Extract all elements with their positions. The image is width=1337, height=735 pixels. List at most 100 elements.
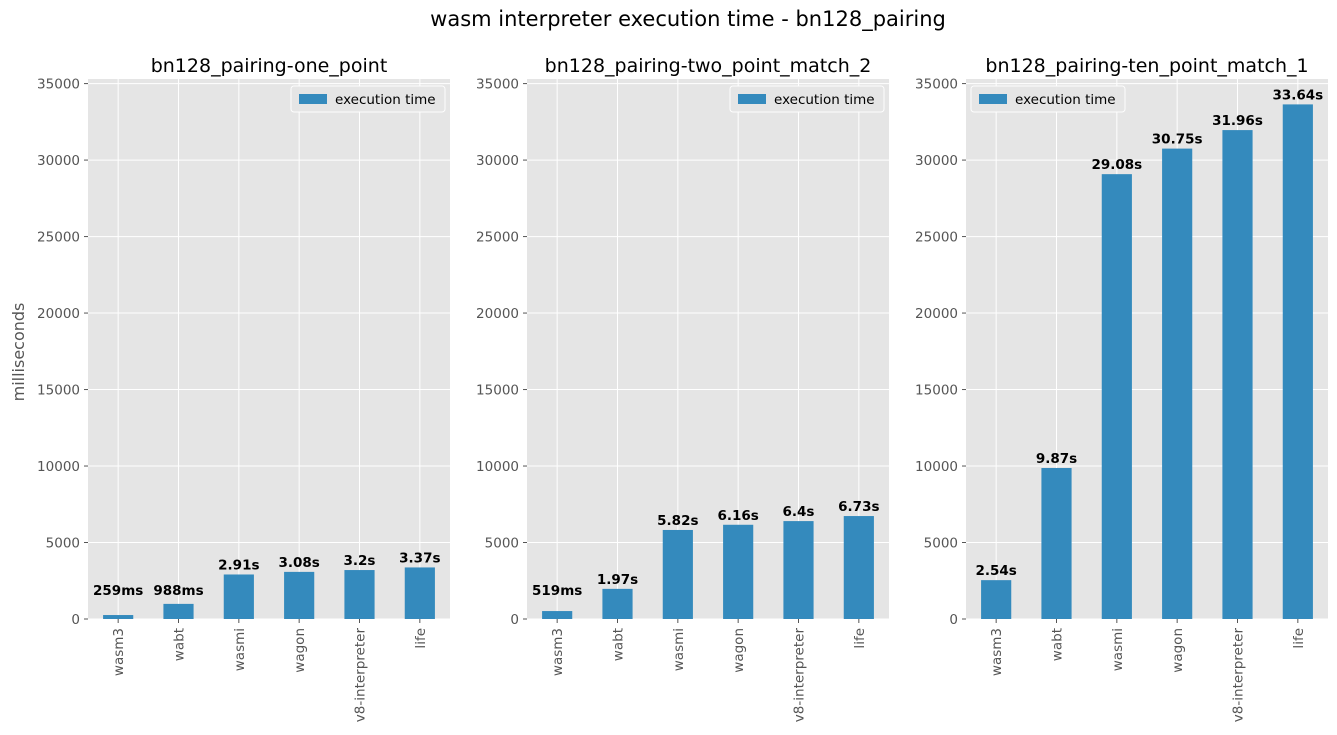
y-tick-label: 10000	[476, 459, 519, 475]
figure-title: wasm interpreter execution time - bn128_…	[430, 7, 946, 32]
y-tick-label: 20000	[476, 306, 519, 322]
bar-value-label: 1.97s	[597, 572, 638, 588]
y-tick-label: 35000	[476, 77, 519, 93]
x-tick-label: wasmi	[1110, 628, 1126, 671]
y-tick-label: 5000	[924, 536, 958, 552]
y-tick-label: 35000	[37, 77, 80, 93]
bar-wasm3	[981, 580, 1012, 619]
plot-area	[527, 79, 889, 619]
legend-label: execution time	[774, 92, 875, 108]
bar-wabt	[1041, 468, 1072, 619]
y-tick-label: 10000	[915, 459, 958, 475]
bar-wagon	[1162, 148, 1193, 619]
legend-swatch	[979, 94, 1007, 104]
y-tick-label: 25000	[37, 230, 80, 246]
legend-swatch	[299, 94, 327, 104]
bar-value-label: 988ms	[153, 583, 203, 599]
x-tick-label: life	[1291, 628, 1307, 649]
x-tick-label: wagon	[292, 628, 308, 673]
bar-wagon	[284, 571, 315, 619]
bar-wasmi	[662, 529, 693, 619]
legend-box	[290, 85, 446, 113]
bar-value-label: 2.54s	[975, 563, 1016, 579]
bar-value-label: 2.91s	[218, 557, 259, 573]
chart-title: bn128_pairing-two_point_match_2	[545, 55, 872, 77]
bar-wagon	[723, 524, 754, 619]
y-tick-label: 20000	[37, 306, 80, 322]
x-tick-label: wabt	[1050, 628, 1066, 661]
chart-panel-2: 0 5000 10000 15000 20000 25000 30000 35000 519ms…	[476, 55, 889, 722]
chart-title: bn128_pairing-ten_point_match_1	[985, 55, 1308, 77]
legend-label: execution time	[1015, 92, 1116, 108]
bar-value-label: 5.82s	[657, 513, 698, 529]
legend: execution time	[290, 85, 446, 113]
bar-value-label: 3.37s	[399, 550, 440, 566]
legend-label: execution time	[335, 92, 436, 108]
y-tick-label: 30000	[915, 153, 958, 169]
bar-v8-interpreter	[1222, 130, 1253, 619]
x-tick-label: wabt	[611, 628, 627, 661]
bar-value-label: 519ms	[532, 583, 582, 599]
x-tick-label: v8-interpreter	[353, 628, 369, 723]
bar-v8-interpreter	[783, 521, 814, 619]
y-tick-label: 30000	[476, 153, 519, 169]
bar-wasm3	[542, 611, 573, 619]
y-tick-label: 35000	[915, 77, 958, 93]
y-tick-label: 30000	[37, 153, 80, 169]
y-tick-label: 20000	[915, 306, 958, 322]
bar-wasmi	[1101, 174, 1132, 619]
bar-life	[843, 516, 874, 619]
y-tick-label: 0	[949, 612, 958, 628]
x-tick-label: life	[852, 628, 868, 649]
chart-panels: 0 5000 10000 15000 20000 25000 30000 35000 259ms…	[37, 55, 1328, 722]
bar-v8-interpreter	[344, 570, 375, 619]
legend: execution time	[729, 85, 885, 113]
bar-value-label: 3.08s	[278, 555, 319, 571]
y-tick-label: 5000	[485, 536, 519, 552]
plot-area	[966, 79, 1328, 619]
y-tick-label: 15000	[476, 383, 519, 399]
bar-wasmi	[223, 574, 254, 619]
y-tick-label: 25000	[915, 230, 958, 246]
x-tick-label: wagon	[731, 628, 747, 673]
legend-box	[729, 85, 885, 113]
x-tick-label: v8-interpreter	[1231, 628, 1247, 723]
y-axis-label: milliseconds	[9, 303, 28, 402]
x-tick-label: life	[413, 628, 429, 649]
bar-life	[1282, 104, 1313, 619]
bar-life	[404, 567, 435, 619]
x-tick-label: wasm3	[550, 628, 566, 676]
y-tick-label: 15000	[37, 383, 80, 399]
bar-value-label: 3.2s	[344, 553, 376, 569]
bar-wasm3	[103, 615, 134, 619]
x-tick-label: wabt	[172, 628, 188, 661]
y-tick-label: 25000	[476, 230, 519, 246]
bar-wabt	[163, 603, 194, 619]
bar-wabt	[602, 588, 633, 619]
legend-swatch	[738, 94, 766, 104]
x-tick-label: wasmi	[671, 628, 687, 671]
legend-box	[970, 85, 1126, 113]
bar-value-label: 9.87s	[1036, 451, 1077, 467]
bar-value-label: 6.73s	[838, 499, 879, 515]
bar-value-label: 29.08s	[1091, 157, 1142, 173]
chart-title: bn128_pairing-one_point	[151, 55, 388, 77]
y-tick-label: 0	[510, 612, 519, 628]
bar-value-label: 6.4s	[783, 504, 815, 520]
plot-area	[88, 79, 450, 619]
y-tick-label: 5000	[46, 536, 80, 552]
chart-panel-1: 0 5000 10000 15000 20000 25000 30000 35000 259ms…	[37, 55, 450, 722]
legend: execution time	[970, 85, 1126, 113]
bar-value-label: 33.64s	[1272, 87, 1323, 103]
x-tick-label: wasm3	[111, 628, 127, 676]
x-tick-label: wagon	[1170, 628, 1186, 673]
bar-value-label: 30.75s	[1152, 132, 1203, 148]
y-tick-label: 10000	[37, 459, 80, 475]
chart-panel-3: 0 5000 10000 15000 20000 25000 30000 35000 2.54s…	[915, 55, 1328, 722]
bar-value-label: 31.96s	[1212, 113, 1263, 129]
x-tick-label: v8-interpreter	[792, 628, 808, 723]
bar-value-label: 6.16s	[717, 508, 758, 524]
bar-value-label: 259ms	[93, 583, 143, 599]
y-tick-label: 15000	[915, 383, 958, 399]
